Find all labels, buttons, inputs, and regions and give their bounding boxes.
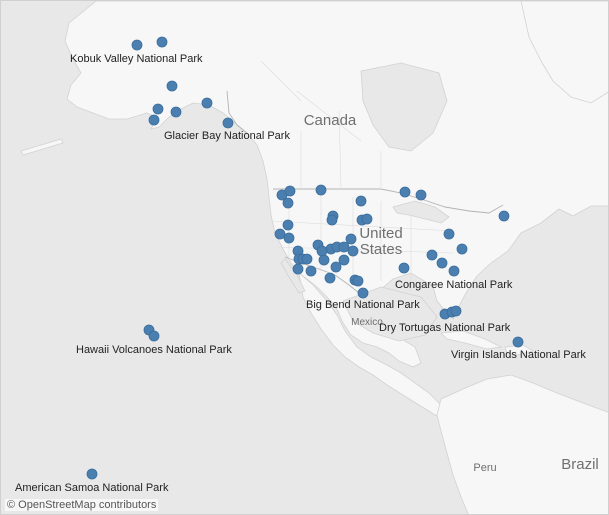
country-label-brazil: Brazil [561,456,599,473]
park-marker[interactable] [170,106,182,118]
park-marker[interactable] [398,262,410,274]
park-label: Glacier Bay National Park [164,130,290,142]
park-marker[interactable] [156,36,168,48]
map-attribution[interactable]: © OpenStreetMap contributors [5,499,159,511]
park-marker[interactable] [152,103,164,115]
park-marker[interactable] [301,253,313,265]
park-marker[interactable] [316,245,328,257]
park-label: American Samoa National Park [15,482,169,494]
hudson-bay [360,62,448,152]
park-marker[interactable] [305,265,317,277]
park-marker[interactable] [345,233,357,245]
country-label-canada: Canada [304,112,357,129]
park-marker[interactable] [222,117,234,129]
park-marker[interactable] [292,263,304,275]
park-label: Big Bend National Park [306,299,420,311]
park-marker[interactable] [315,184,327,196]
park-marker[interactable] [355,195,367,207]
park-marker[interactable] [282,197,294,209]
park-marker[interactable] [443,228,455,240]
park-marker[interactable] [426,249,438,261]
park-marker[interactable] [512,336,524,348]
park-marker[interactable] [436,257,448,269]
park-marker[interactable] [324,272,336,284]
park-marker[interactable] [282,219,294,231]
park-marker[interactable] [284,185,296,197]
park-label: Congaree National Park [395,279,513,291]
park-marker[interactable] [456,243,468,255]
park-marker[interactable] [330,261,342,273]
park-marker[interactable] [361,213,373,225]
cuba-land [440,330,503,350]
inland-water [280,62,450,342]
admin-lines [260,60,454,291]
park-marker[interactable] [201,97,213,109]
park-marker[interactable] [415,189,427,201]
park-marker[interactable] [347,245,359,257]
park-marker[interactable] [274,228,286,240]
park-marker[interactable] [86,468,98,480]
park-marker[interactable] [357,287,369,299]
north-america-land [64,1,608,368]
park-marker[interactable] [352,275,364,287]
aleutians-land [20,138,64,156]
park-marker[interactable] [318,254,330,266]
park-marker[interactable] [326,214,338,226]
park-marker[interactable] [283,232,295,244]
park-marker[interactable] [450,305,462,317]
south-america-land [436,374,608,514]
park-marker[interactable] [148,114,160,126]
park-marker[interactable] [399,186,411,198]
park-marker[interactable] [148,330,160,342]
park-marker[interactable] [166,80,178,92]
country-label-united-states: United States [359,225,402,258]
alaska-border [226,90,248,134]
park-marker[interactable] [131,39,143,51]
country-label-peru: Peru [473,462,496,474]
park-marker[interactable] [338,241,350,253]
park-marker[interactable] [338,254,350,266]
park-labels: Kobuk Valley National Park Glacier Bay Na… [15,53,586,494]
park-label: Hawaii Volcanoes National Park [76,344,232,356]
park-label: Virgin Islands National Park [451,349,586,361]
greenland-land [520,1,608,104]
country-label-mexico: Mexico [351,317,383,328]
gulf-of-mexico [342,286,438,342]
park-label: Dry Tortugas National Park [379,322,511,334]
park-marker[interactable] [448,265,460,277]
country-labels: Canada United States Mexico Peru Brazil [304,112,599,474]
land-masses [20,1,608,514]
park-label: Kobuk Valley National Park [70,53,203,65]
park-markers[interactable] [86,36,524,480]
gulf-of-california [280,258,306,294]
great-lakes [392,200,450,224]
park-marker[interactable] [498,210,510,222]
